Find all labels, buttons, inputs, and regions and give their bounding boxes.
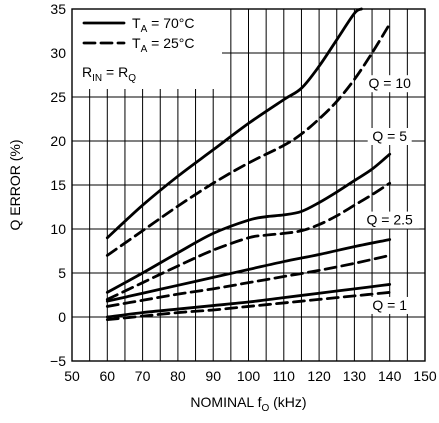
- annotation-bg: [367, 128, 412, 145]
- series-line-q10-solid: [105, 7, 363, 240]
- series-line-q1-dashed: [105, 290, 392, 322]
- x-tick-label: 150: [413, 368, 437, 384]
- x-tick-label: 120: [307, 368, 331, 384]
- x-tick-label: 100: [237, 368, 261, 384]
- annotation-label: Q = 10: [368, 75, 411, 91]
- x-tick-label: 50: [64, 368, 80, 384]
- annotation-bg: [367, 296, 412, 314]
- x-tick-label: 110: [273, 368, 296, 384]
- series-line-q5-dashed: [105, 181, 392, 301]
- annotations: Q = 10 Q = 5 Q = 2.5 Q = 1: [360, 75, 420, 314]
- y-tick-label: 35: [50, 1, 66, 17]
- x-tick-label: 60: [100, 368, 116, 384]
- y-tick-labels: −5 0 5 10 15 20 25 30 35: [50, 1, 66, 369]
- y-tick-label: 10: [50, 221, 66, 237]
- annotation-label: Q = 1: [372, 297, 407, 313]
- series-line-q2_5-dashed: [105, 254, 392, 308]
- plot-frame: [71, 8, 426, 362]
- annotation-label: Q = 5: [372, 128, 407, 144]
- y-tick-label: 0: [58, 309, 66, 325]
- series-line-q1-solid: [105, 283, 392, 319]
- series-line-q10-dashed: [105, 22, 392, 257]
- legend: TA = 70°CTA = 25°C RIN = RQ: [72, 9, 222, 89]
- x-tick-label: 130: [343, 368, 367, 384]
- x-axis-label: NOMINAL fO (kHz): [190, 394, 306, 414]
- y-tick-label: 25: [50, 89, 66, 105]
- y-tick-label: 5: [58, 265, 66, 281]
- series-line-q2_5-solid: [105, 238, 392, 303]
- y-tick-label: 30: [50, 45, 66, 61]
- annotation-label: Q = 2.5: [367, 212, 414, 228]
- x-tick-labels: 50 60 70 80 90 100 110 120 130 140 150: [64, 368, 437, 384]
- x-tick-label: 70: [135, 368, 151, 384]
- x-tick-label: 90: [205, 368, 221, 384]
- annotation-bg: [360, 211, 420, 229]
- legend-label: TA = 25°C: [132, 35, 194, 55]
- y-tick-label: −5: [50, 353, 66, 369]
- y-tick-label: 20: [50, 133, 66, 149]
- x-tick-label: 140: [378, 368, 402, 384]
- legend-label: TA = 70°C: [132, 15, 194, 35]
- curves: [105, 7, 392, 322]
- annotation-bg: [363, 75, 416, 93]
- legend-note: RIN = RQ: [82, 64, 136, 84]
- x-tick-label: 80: [170, 368, 186, 384]
- y-axis-label: Q ERROR (%): [7, 140, 23, 231]
- y-tick-label: 15: [50, 177, 66, 193]
- series-line-q5-solid: [105, 152, 392, 294]
